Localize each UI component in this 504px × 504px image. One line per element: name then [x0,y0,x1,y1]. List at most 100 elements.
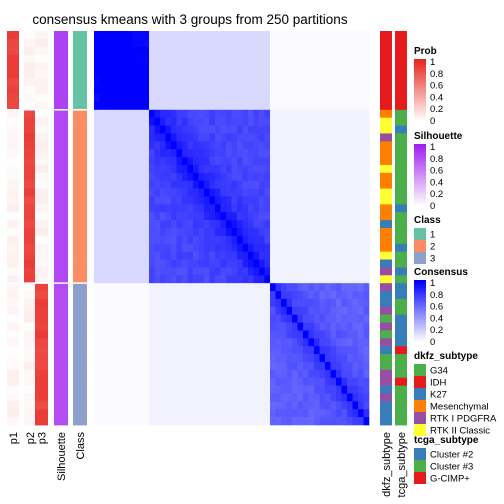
consensus-cell [253,78,260,87]
consensus-cell [187,322,194,331]
consensus-cell [193,196,199,205]
consensus-cell [275,330,282,339]
consensus-cell [270,188,276,197]
consensus-cell [127,70,133,79]
consensus-cell [204,275,210,284]
consensus-cell [105,306,111,315]
consensus-cell [336,228,342,237]
consensus-cell [149,38,155,48]
consensus-cell [237,109,243,118]
p3-cell [35,314,48,323]
consensus-cell [154,212,161,221]
consensus-cell [121,172,128,182]
silhouette-cell [54,228,68,237]
consensus-cell [116,338,122,347]
dkfz-cell [380,54,392,63]
legend-title-silhouette: Silhouette [414,131,463,142]
class-cell [73,267,87,276]
consensus-cell [259,78,265,87]
consensus-cell [160,369,166,379]
consensus-cell [116,298,122,308]
class-cell [73,393,87,402]
consensus-cell [127,330,133,339]
consensus-cell [193,188,199,197]
consensus-cell [154,94,161,103]
consensus-cell [99,172,106,182]
tcga-swatch [414,472,426,484]
consensus-cell [94,141,100,150]
consensus-cell [231,259,238,268]
consensus-cell [242,180,249,189]
consensus-cell [264,54,271,63]
consensus-cell [347,204,353,213]
consensus-cell [259,393,265,402]
consensus-cell [121,212,128,221]
tcga-cell [395,31,407,40]
consensus-cell [209,70,216,79]
consensus-cell [121,361,128,371]
dkfz-cell [380,196,392,205]
consensus-cell [248,54,254,63]
consensus-cell [198,133,205,142]
consensus-cell [105,204,111,213]
consensus-cell [253,133,260,142]
class-swatch [414,228,426,240]
silhouette-gradient-step [414,179,426,183]
consensus-cell [314,314,320,323]
consensus-cell [248,109,254,118]
consensus-cell [314,361,320,371]
consensus-cell [347,401,353,410]
consensus-cell [308,86,315,95]
consensus-cell [209,62,216,71]
consensus-cell [215,117,221,126]
consensus-cell [253,141,260,150]
consensus-cell [358,157,364,166]
consensus-cell [297,38,304,48]
consensus-cell [237,70,243,79]
consensus-cell [110,338,117,347]
consensus-cell [171,133,177,142]
consensus-cell [149,172,155,182]
consensus-cell [292,94,298,103]
class-cell [73,46,87,56]
consensus-cell [171,338,177,347]
consensus-cell [121,180,128,189]
consensus-cell [209,346,216,355]
consensus-cell [319,149,326,158]
consensus-cell [363,298,370,308]
consensus-cell [143,291,150,300]
consensus-cell [176,283,183,292]
consensus-cell [319,109,326,118]
consensus-cell [352,267,359,276]
consensus-cell [319,417,326,426]
consensus-cell [149,267,155,276]
tcga-cell [395,164,407,174]
consensus-cell [143,180,150,189]
consensus-cell [99,94,106,103]
consensus-cell [105,377,111,386]
consensus-cell [209,109,216,118]
consensus-cell [154,298,161,308]
consensus-cell [292,164,298,174]
consensus-cell [132,204,139,213]
consensus-cell [303,338,309,347]
consensus-cell [325,393,331,402]
consensus-cell [275,417,282,426]
consensus-cell [352,157,359,166]
consensus-cell [325,94,331,103]
consensus-cell [314,275,320,284]
consensus-cell [193,314,199,323]
consensus-cell [165,117,172,126]
consensus-cell [143,94,150,103]
consensus-cell [330,417,337,426]
consensus-tick-label: 0 [430,337,435,348]
silhouette-cell [54,38,68,48]
consensus-cell [264,409,271,418]
consensus-cell [242,46,249,55]
consensus-cell [193,109,199,118]
consensus-cell [248,275,254,284]
consensus-cell [281,172,287,182]
consensus-tick-label: 1 [430,278,435,289]
consensus-cell [110,354,117,363]
consensus-cell [226,220,232,229]
